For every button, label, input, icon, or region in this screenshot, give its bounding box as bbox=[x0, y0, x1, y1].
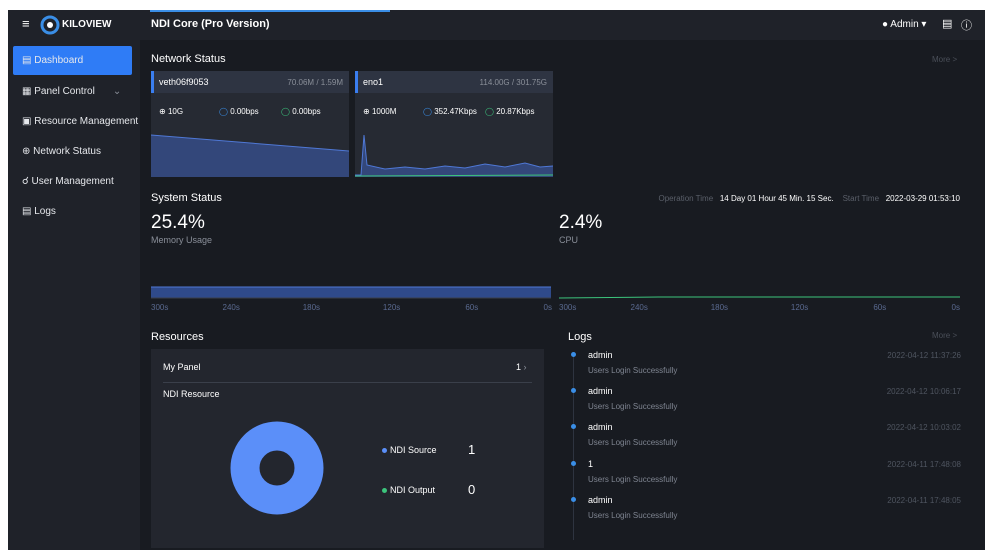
nav-label: Logs bbox=[34, 206, 56, 217]
log-user: admin bbox=[588, 350, 613, 360]
sparkline bbox=[151, 134, 349, 177]
log-dot bbox=[571, 496, 576, 502]
memory-label: Memory Usage bbox=[151, 235, 213, 245]
nav-item[interactable]: ☌ User Management bbox=[22, 176, 114, 187]
donut-segment bbox=[230, 421, 324, 515]
log-dot bbox=[571, 460, 576, 466]
notes-icon[interactable]: ▤ bbox=[942, 18, 953, 30]
top-bar bbox=[8, 10, 985, 40]
card-speed: ⊕ 1000M bbox=[363, 107, 397, 116]
app-title: NDI Core (Pro Version) bbox=[151, 18, 270, 30]
nav-label: Dashboard bbox=[34, 55, 84, 66]
panel-count[interactable]: 1 › bbox=[516, 362, 527, 372]
sidebar bbox=[8, 40, 140, 550]
memory-value: 25.4% bbox=[151, 212, 205, 233]
log-dot bbox=[571, 388, 576, 394]
network-card: eno1 114.00G / 301.75G ⊕ 1000M ◯ 352.47K… bbox=[355, 71, 553, 177]
user-name: Admin bbox=[890, 19, 919, 30]
log-dot bbox=[571, 424, 576, 430]
card-down: ◯ 20.87Kbps bbox=[485, 107, 535, 116]
cpu-label: CPU bbox=[559, 235, 579, 245]
legend-value: 0 bbox=[468, 482, 476, 497]
more-link[interactable]: More > bbox=[932, 55, 958, 64]
nav-item[interactable]: ▤ Logs bbox=[22, 206, 56, 217]
nav-item[interactable]: ▣ Resource Management bbox=[22, 116, 139, 127]
axis-label: 240s bbox=[630, 303, 648, 312]
nav-item[interactable]: ⊕ Network Status bbox=[22, 146, 101, 157]
axis-label: 60s bbox=[873, 303, 887, 312]
log-message: Users Login Successfully bbox=[588, 438, 678, 448]
log-list: admin Users Login Successfully 2022-04-12 … bbox=[560, 345, 970, 545]
log-time: 2022-04-12 10:03:02 bbox=[886, 423, 961, 433]
legend-dot bbox=[382, 488, 387, 493]
axis-label: 180s bbox=[710, 303, 729, 312]
log-user: admin bbox=[588, 494, 613, 505]
log-message: Users Login Successfully bbox=[588, 402, 678, 412]
memory-chart bbox=[151, 286, 551, 299]
cpu-value: 2.4% bbox=[559, 212, 603, 233]
axis-label: 0s bbox=[543, 303, 552, 312]
resource-title: NDI Resource bbox=[163, 389, 220, 399]
legend-name: NDI Source bbox=[390, 445, 437, 455]
panel-label[interactable]: My Panel bbox=[163, 362, 201, 372]
logo-icon bbox=[40, 15, 60, 35]
axis-label: 0s bbox=[951, 303, 960, 312]
card-up: ◯ 352.47Kbps bbox=[423, 107, 477, 116]
log-user: 1 bbox=[588, 458, 594, 469]
log-user: admin bbox=[588, 386, 613, 397]
section-title: System Status bbox=[151, 192, 222, 204]
donut-chart bbox=[230, 421, 324, 515]
user-menu[interactable]: ● Admin ▾ bbox=[882, 19, 927, 30]
card-up: ◯ 0.00bps bbox=[219, 107, 259, 116]
nav-label: Network Status bbox=[33, 146, 101, 157]
log-message: Users Login Successfully bbox=[588, 366, 678, 375]
log-time: 2022-04-12 10:06:17 bbox=[886, 387, 961, 397]
log-message: Users Login Successfully bbox=[588, 474, 678, 484]
menu-toggle[interactable]: ≡ bbox=[22, 16, 30, 31]
section-title: Resources bbox=[151, 331, 204, 343]
divider bbox=[163, 382, 532, 383]
uptime-info: Operation Time 14 Day 01 Hour 45 Min. 15… bbox=[658, 194, 960, 203]
legend-dot bbox=[382, 448, 387, 453]
card-name: eno1 bbox=[363, 77, 384, 87]
info-icon[interactable]: ⓘ bbox=[961, 20, 972, 32]
card-traffic: 70.06M / 1.59M bbox=[287, 78, 343, 87]
axis-label: 300s bbox=[559, 303, 577, 312]
log-time: 2022-04-11 17:48:08 bbox=[887, 459, 961, 469]
nav-label: Panel Control bbox=[34, 86, 95, 97]
more-link[interactable]: More > bbox=[932, 331, 958, 340]
card-down: ◯ 0.00bps bbox=[281, 107, 321, 116]
axis-label: 60s bbox=[465, 303, 479, 312]
nav-label: User Management bbox=[31, 176, 114, 187]
axis-label: 300s bbox=[151, 303, 169, 312]
nav-active bbox=[13, 46, 132, 75]
section-title: Logs bbox=[568, 331, 592, 343]
logo-text: KILOVIEW bbox=[62, 19, 112, 30]
log-user: admin bbox=[588, 422, 613, 433]
axis-label: 120s bbox=[790, 303, 809, 312]
log-time: 2022-04-12 11:37:26 bbox=[887, 351, 961, 360]
section-title: Network Status bbox=[151, 53, 226, 65]
card-traffic: 114.00G / 301.75G bbox=[479, 78, 547, 87]
log-dot bbox=[571, 352, 576, 357]
progress-bar bbox=[150, 10, 390, 12]
nav-item[interactable]: ▦ Panel Control ⌄ bbox=[22, 86, 122, 97]
donut-legend: NDI Source 1 NDI Output 0 bbox=[380, 440, 520, 510]
log-time: 2022-04-11 17:48:05 bbox=[887, 495, 961, 505]
cpu-chart bbox=[559, 296, 960, 299]
log-message: Users Login Successfully bbox=[588, 510, 678, 520]
nav-label: Resource Management bbox=[34, 116, 139, 127]
axis-label: 240s bbox=[222, 303, 240, 312]
timeline bbox=[573, 355, 574, 540]
legend-value: 1 bbox=[468, 442, 476, 457]
axis-label: 120s bbox=[382, 303, 401, 312]
card-name: veth06f9053 bbox=[159, 77, 209, 87]
nav-item[interactable]: ▤ Dashboard bbox=[22, 55, 84, 66]
legend-name: NDI Output bbox=[390, 485, 436, 495]
sparkline bbox=[355, 134, 553, 177]
network-card: veth06f9053 70.06M / 1.59M ⊕ 10G ◯ 0.00b… bbox=[151, 71, 349, 177]
card-speed: ⊕ 10G bbox=[159, 107, 184, 116]
axis-label: 180s bbox=[302, 303, 321, 312]
